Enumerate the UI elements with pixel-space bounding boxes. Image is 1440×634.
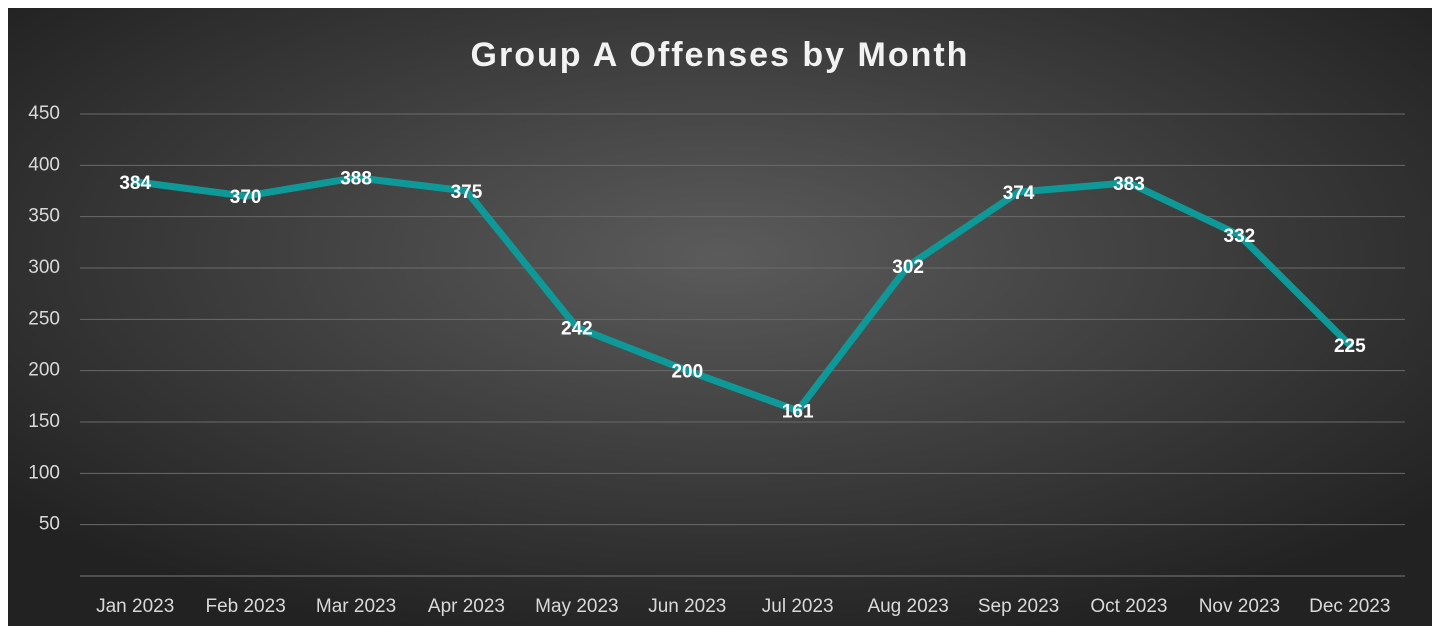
x-tick-label: Sep 2023 bbox=[978, 596, 1059, 617]
x-tick-label: Aug 2023 bbox=[867, 596, 948, 617]
data-label: 374 bbox=[1003, 183, 1035, 204]
data-line bbox=[131, 174, 1354, 415]
x-tick-label: Feb 2023 bbox=[205, 596, 285, 617]
data-label: 161 bbox=[782, 402, 814, 423]
data-label: 383 bbox=[1113, 174, 1145, 195]
y-tick-label: 100 bbox=[28, 462, 60, 483]
y-tick-label: 300 bbox=[28, 257, 60, 278]
y-tick-label: 400 bbox=[28, 154, 60, 175]
data-label: 384 bbox=[119, 173, 151, 194]
y-tick-label: 150 bbox=[28, 411, 60, 432]
x-tick-label: Dec 2023 bbox=[1309, 596, 1390, 617]
y-tick-label: 350 bbox=[28, 206, 60, 227]
data-label: 370 bbox=[230, 187, 262, 208]
x-tick-label: Mar 2023 bbox=[316, 596, 396, 617]
data-label: 242 bbox=[561, 319, 593, 340]
chart-title: Group A Offenses by Month bbox=[471, 36, 970, 74]
x-tick-label: Oct 2023 bbox=[1090, 596, 1167, 617]
data-label: 200 bbox=[671, 362, 703, 383]
data-label: 302 bbox=[892, 257, 924, 278]
x-tick-label: Apr 2023 bbox=[428, 596, 505, 617]
y-tick-label: 250 bbox=[28, 308, 60, 329]
x-tick-label: Jul 2023 bbox=[762, 596, 834, 617]
x-tick-label: Nov 2023 bbox=[1199, 596, 1280, 617]
x-tick-label: May 2023 bbox=[535, 596, 618, 617]
y-tick-label: 450 bbox=[28, 103, 60, 124]
data-label: 375 bbox=[451, 182, 483, 203]
y-tick-label: 200 bbox=[28, 360, 60, 381]
chart-background bbox=[8, 8, 1432, 626]
data-label: 388 bbox=[340, 169, 372, 190]
y-tick-label: 50 bbox=[39, 514, 60, 535]
x-tick-label: Jan 2023 bbox=[96, 596, 174, 617]
x-tick-label: Jun 2023 bbox=[648, 596, 726, 617]
data-label: 225 bbox=[1334, 336, 1366, 357]
data-label: 332 bbox=[1224, 226, 1256, 247]
